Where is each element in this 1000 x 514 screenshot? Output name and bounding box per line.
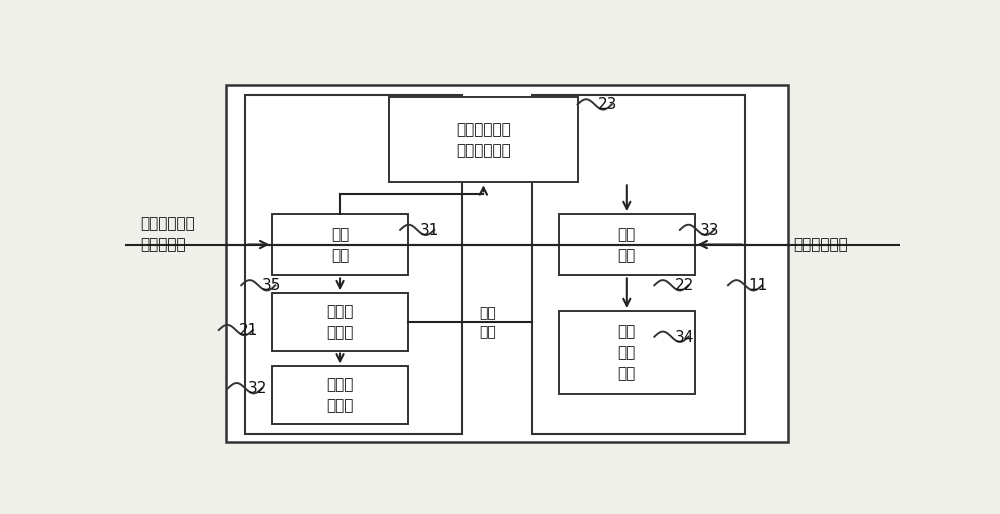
Text: 无源电动驱动
信号生成单元: 无源电动驱动 信号生成单元 [456, 122, 511, 158]
FancyBboxPatch shape [272, 214, 408, 276]
Text: 33: 33 [700, 223, 720, 238]
Text: 35: 35 [261, 278, 281, 293]
FancyBboxPatch shape [245, 95, 462, 434]
Text: 31: 31 [420, 223, 440, 238]
Text: 22: 22 [674, 278, 694, 293]
FancyBboxPatch shape [559, 311, 695, 394]
Text: 无源天线信号: 无源天线信号 [793, 237, 848, 252]
Text: 信号分
离单元: 信号分 离单元 [326, 304, 354, 340]
Text: 34: 34 [674, 329, 694, 345]
FancyBboxPatch shape [272, 366, 408, 424]
Text: 第二
接口: 第二 接口 [618, 227, 636, 263]
FancyBboxPatch shape [388, 97, 578, 182]
Text: 32: 32 [247, 381, 267, 396]
Text: 电调
信号: 电调 信号 [479, 306, 496, 340]
FancyBboxPatch shape [532, 95, 745, 434]
FancyBboxPatch shape [226, 85, 788, 442]
Text: 11: 11 [748, 278, 767, 293]
Text: 无源
天线
振子: 无源 天线 振子 [618, 324, 636, 381]
Text: 23: 23 [598, 97, 617, 112]
FancyBboxPatch shape [272, 293, 408, 351]
Text: 有源天线信号
和电调信号: 有源天线信号 和电调信号 [140, 216, 195, 252]
Text: 第一
接口: 第一 接口 [331, 227, 349, 263]
Text: 21: 21 [239, 323, 258, 338]
FancyBboxPatch shape [559, 214, 695, 276]
Text: 有源天
线振子: 有源天 线振子 [326, 377, 354, 413]
